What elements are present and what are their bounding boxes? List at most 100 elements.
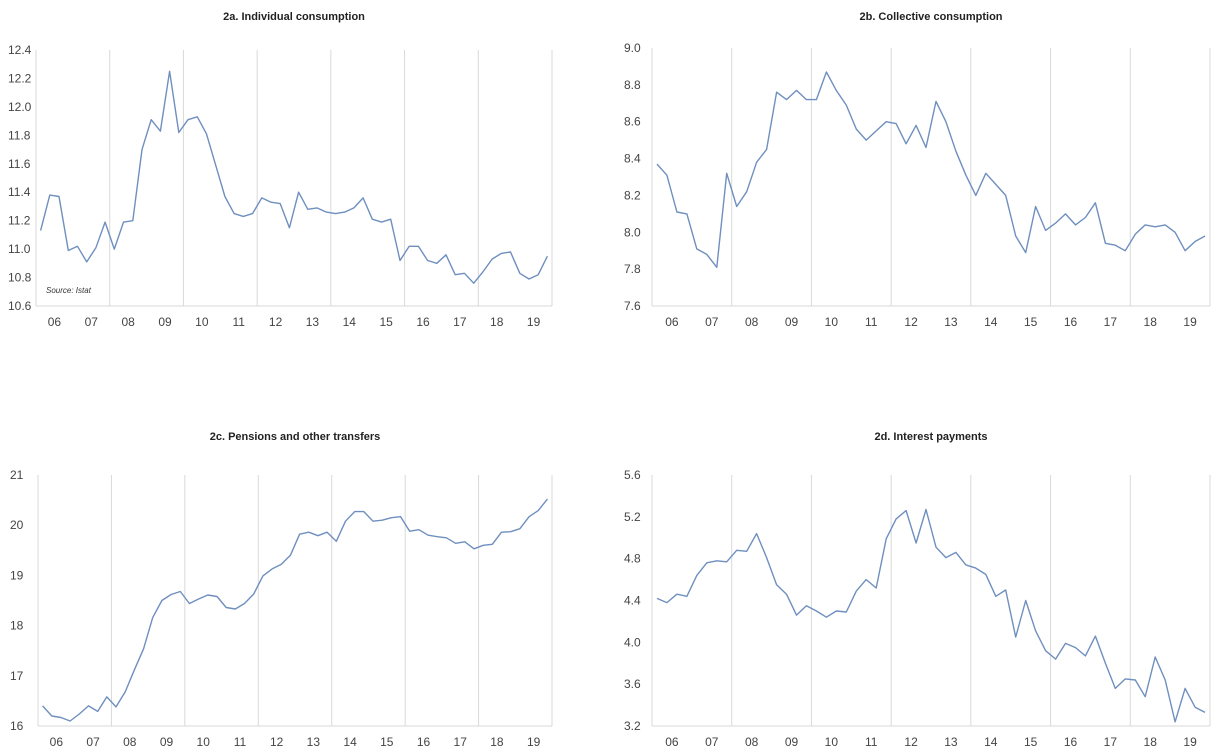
- x-tick-label: 16: [417, 735, 431, 749]
- x-tick-label: 08: [121, 315, 135, 329]
- x-tick-label: 08: [745, 315, 759, 329]
- x-tick-label: 11: [232, 315, 245, 329]
- x-tick-label: 16: [1064, 315, 1078, 329]
- chart-title: 2d. Interest payments: [874, 431, 987, 443]
- y-tick-label: 4.0: [624, 635, 641, 649]
- x-tick-label: 14: [343, 315, 357, 329]
- x-tick-label: 16: [1064, 735, 1078, 749]
- x-tick-label: 11: [865, 735, 878, 749]
- x-tick-label: 09: [160, 735, 174, 749]
- x-tick-label: 09: [785, 735, 799, 749]
- x-tick-label: 14: [984, 735, 998, 749]
- y-tick-label: 8.2: [624, 188, 641, 202]
- x-tick-label: 17: [1104, 735, 1118, 749]
- x-tick-label: 09: [785, 315, 799, 329]
- x-tick-label: 06: [48, 315, 62, 329]
- x-tick-label: 15: [1024, 735, 1038, 749]
- x-tick-label: 11: [234, 735, 247, 749]
- x-tick-label: 15: [1024, 315, 1038, 329]
- y-tick-label: 17: [10, 669, 24, 683]
- y-tick-label: 4.4: [624, 594, 641, 608]
- y-tick-label: 12.2: [8, 71, 32, 85]
- y-tick-label: 10.8: [8, 271, 32, 285]
- y-tick-label: 8.0: [624, 225, 641, 239]
- x-tick-label: 19: [527, 315, 541, 329]
- y-tick-label: 5.2: [624, 510, 641, 524]
- x-tick-label: 06: [665, 735, 679, 749]
- chart-panel-2d: 2d. Interest payments 3.2 3.6 4.0 4.4 4.8 5.2 5…: [614, 420, 1228, 751]
- chart-2a-svg: 2a. Individual consumption 10.6 10.8 11.0 11…: [8, 11, 553, 329]
- series-line: [39, 70, 549, 284]
- y-tick-label: 8.4: [624, 152, 641, 166]
- x-tick-label: 07: [705, 315, 719, 329]
- x-tick-label: 17: [453, 315, 467, 329]
- x-tick-label: 12: [904, 315, 918, 329]
- chart-panel-2b: 2b. Collective consumption 7.6 7.8 8.0 8.2 8.…: [614, 0, 1228, 330]
- x-tick-label: 10: [197, 735, 211, 749]
- x-tick-label: 10: [825, 315, 839, 329]
- x-tick-label: 14: [984, 315, 998, 329]
- y-tick-label: 11.8: [8, 128, 31, 142]
- x-tick-label: 12: [904, 735, 918, 749]
- y-tick-label: 8.6: [624, 115, 641, 129]
- x-tick-label: 19: [527, 735, 541, 749]
- y-tick-label: 7.8: [624, 262, 641, 276]
- y-tick-label: 11.4: [8, 185, 31, 199]
- x-tick-label: 06: [665, 315, 679, 329]
- y-tick-label: 7.6: [624, 299, 641, 313]
- x-tick-label: 19: [1183, 735, 1197, 749]
- chart-title: 2b. Collective consumption: [859, 11, 1002, 23]
- x-tick-label: 14: [343, 735, 357, 749]
- x-tick-label: 12: [269, 315, 283, 329]
- x-tick-label: 08: [123, 735, 137, 749]
- source-note: Source: Istat: [46, 286, 91, 295]
- y-tick-label: 11.2: [8, 214, 31, 228]
- y-tick-label: 19: [10, 568, 24, 582]
- x-tick-label: 15: [379, 315, 393, 329]
- x-tick-label: 13: [306, 315, 320, 329]
- x-tick-label: 18: [490, 315, 504, 329]
- y-tick-label: 10.6: [8, 299, 32, 313]
- y-tick-label: 21: [10, 468, 24, 482]
- x-tick-label: 17: [454, 735, 468, 749]
- x-tick-label: 12: [270, 735, 284, 749]
- x-tick-label: 15: [380, 735, 394, 749]
- x-tick-label: 18: [1144, 735, 1158, 749]
- series-line: [656, 508, 1206, 723]
- x-tick-label: 13: [944, 315, 958, 329]
- x-tick-label: 17: [1104, 315, 1118, 329]
- y-tick-label: 20: [10, 518, 24, 532]
- y-tick-label: 11.6: [8, 157, 31, 171]
- chart-title: 2c. Pensions and other transfers: [210, 431, 381, 443]
- y-tick-label: 12.0: [8, 100, 32, 114]
- y-tick-label: 11.0: [8, 242, 31, 256]
- y-tick-label: 5.6: [624, 468, 641, 482]
- x-tick-label: 07: [705, 735, 719, 749]
- y-tick-label: 9.0: [624, 41, 641, 55]
- y-tick-label: 4.8: [624, 552, 641, 566]
- chart-2b-svg: 2b. Collective consumption 7.6 7.8 8.0 8.2 8.…: [624, 11, 1211, 329]
- chart-panel-2a: 2a. Individual consumption 10.6 10.8 11.0 11…: [0, 0, 614, 330]
- chart-2c-svg: 2c. Pensions and other transfers 16 17 18 19…: [10, 431, 553, 749]
- x-tick-label: 07: [86, 735, 100, 749]
- y-tick-label: 3.2: [624, 719, 641, 733]
- x-tick-label: 13: [307, 735, 321, 749]
- x-tick-label: 11: [865, 315, 878, 329]
- x-tick-label: 08: [745, 735, 759, 749]
- chart-2d-svg: 2d. Interest payments 3.2 3.6 4.0 4.4 4.8 5.2 5…: [624, 431, 1211, 749]
- x-tick-label: 09: [158, 315, 172, 329]
- x-tick-label: 10: [195, 315, 209, 329]
- x-tick-label: 18: [490, 735, 504, 749]
- series-line: [656, 71, 1206, 268]
- x-tick-label: 06: [50, 735, 64, 749]
- x-tick-label: 07: [85, 315, 99, 329]
- chart-panel-2c: 2c. Pensions and other transfers 16 17 18 19…: [0, 420, 614, 751]
- y-tick-label: 8.8: [624, 78, 641, 92]
- y-tick-label: 18: [10, 619, 24, 633]
- y-tick-label: 12.4: [8, 43, 32, 57]
- x-tick-label: 16: [416, 315, 430, 329]
- chart-title: 2a. Individual consumption: [223, 11, 365, 23]
- y-tick-label: 3.6: [624, 677, 641, 691]
- y-tick-label: 16: [10, 719, 24, 733]
- x-tick-label: 10: [825, 735, 839, 749]
